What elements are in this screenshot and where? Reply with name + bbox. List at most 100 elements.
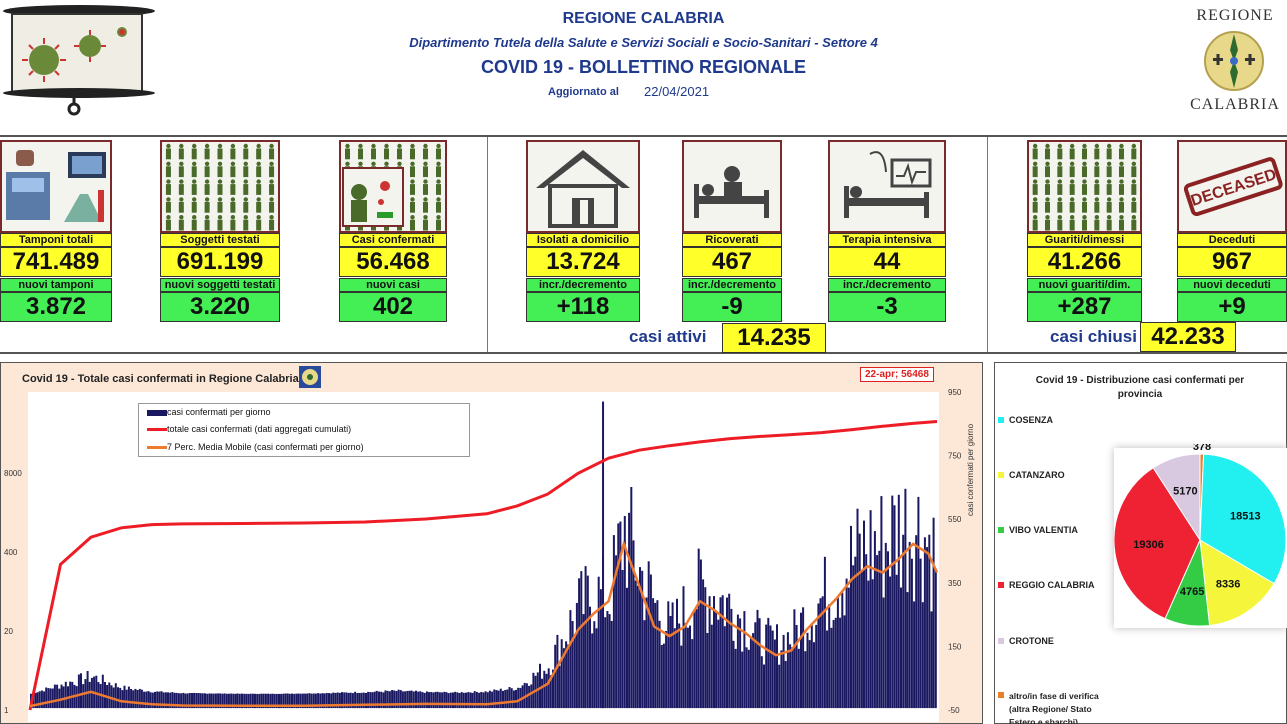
stats-divider-1 <box>487 137 488 352</box>
daily-cases-bar <box>186 693 189 709</box>
daily-cases-bar <box>184 693 187 709</box>
daily-cases-bar <box>732 640 735 709</box>
daily-cases-bar <box>262 693 265 709</box>
daily-cases-bar <box>606 611 609 709</box>
province-legend-label: COSENZA <box>1009 415 1054 425</box>
daily-cases-bar <box>445 692 448 709</box>
legend-swatch-bars <box>147 410 167 416</box>
daily-cases-bar <box>408 690 411 709</box>
daily-cases-bar <box>919 558 922 709</box>
daily-cases-bar <box>121 690 124 709</box>
daily-cases-bar <box>201 693 204 709</box>
daily-cases-bar <box>286 693 289 709</box>
daily-cases-bar <box>227 693 230 709</box>
y-left-tick: 20 <box>4 627 13 636</box>
daily-cases-bar <box>545 673 548 709</box>
daily-cases-bar <box>314 693 317 709</box>
daily-cases-bar <box>60 684 63 709</box>
daily-cases-bar <box>697 548 700 709</box>
daily-cases-bar <box>156 691 159 709</box>
daily-cases-bar <box>410 690 413 709</box>
daily-cases-bar <box>719 597 722 709</box>
daily-cases-bar <box>497 690 500 709</box>
daily-cases-bar <box>232 693 235 709</box>
daily-cases-bar <box>486 692 489 709</box>
daily-cases-bar <box>826 630 829 709</box>
daily-cases-bar <box>288 693 291 709</box>
daily-cases-bar <box>495 690 498 709</box>
daily-cases-bar <box>469 692 472 709</box>
daily-cases-bar <box>421 692 424 709</box>
daily-cases-bar <box>323 693 326 709</box>
pie-slice-label: 18513 <box>1230 510 1261 522</box>
daily-cases-bar <box>45 687 48 709</box>
daily-cases-bar <box>162 692 165 709</box>
daily-cases-bar <box>143 691 146 709</box>
daily-cases-bar <box>125 689 128 709</box>
card-value: 13.724 <box>526 247 640 277</box>
daily-cases-bar <box>204 693 206 709</box>
daily-cases-bar <box>269 693 272 709</box>
daily-cases-bar <box>662 643 665 709</box>
daily-cases-bar <box>521 685 524 709</box>
daily-cases-bar <box>306 693 309 709</box>
card-label: Isolati a domicilio <box>526 233 640 247</box>
daily-cases-bar <box>127 686 130 709</box>
y-right-tick: 750 <box>948 452 962 461</box>
daily-cases-bar <box>817 603 820 709</box>
daily-cases-bar <box>299 693 302 709</box>
daily-cases-bar <box>369 692 372 709</box>
daily-cases-bar <box>293 693 296 709</box>
daily-cases-bar <box>908 541 911 709</box>
daily-cases-bar <box>806 632 809 709</box>
card-sub-value: -3 <box>828 292 946 322</box>
daily-cases-bar <box>680 645 683 709</box>
daily-cases-bar <box>175 692 178 709</box>
daily-cases-bar <box>743 611 746 709</box>
daily-cases-bar <box>256 693 259 709</box>
daily-cases-bar <box>199 693 202 709</box>
daily-cases-bar <box>193 692 196 709</box>
daily-cases-bar <box>371 692 374 709</box>
card-sub-label: nuovi deceduti <box>1177 278 1287 292</box>
daily-cases-bar <box>800 612 802 709</box>
active-cases-label: casi attivi <box>629 327 707 346</box>
daily-cases-bar <box>456 692 459 709</box>
daily-cases-bar <box>597 576 600 709</box>
card-sub-value: 3.220 <box>160 292 280 322</box>
daily-cases-bar <box>623 516 626 709</box>
province-legend-label: CROTONE <box>1009 636 1054 646</box>
daily-cases-bar <box>140 689 143 709</box>
daily-cases-bar <box>467 692 470 709</box>
card-sub-label: incr./decremento <box>828 278 946 292</box>
card-label: Guariti/dimessi <box>1027 233 1142 247</box>
card-sub-value: 3.872 <box>0 292 112 322</box>
daily-cases-bar <box>604 617 607 709</box>
legend-label-cumulative: totale casi confermati (dati aggregati c… <box>167 424 352 434</box>
daily-cases-bar <box>658 620 661 709</box>
province-legend-swatch <box>998 638 1004 644</box>
daily-cases-bar <box>645 597 648 709</box>
daily-cases-bar <box>401 691 404 709</box>
daily-cases-bar <box>454 691 457 709</box>
card-sub-label: incr./decremento <box>526 278 640 292</box>
daily-cases-bar <box>539 663 541 709</box>
daily-cases-bar <box>654 602 657 709</box>
daily-cases-bar <box>565 641 568 709</box>
daily-cases-bar <box>171 692 174 709</box>
daily-cases-bar <box>75 686 78 709</box>
daily-cases-bar <box>791 647 794 709</box>
daily-cases-bar <box>349 692 352 709</box>
daily-cases-bar <box>212 693 215 709</box>
daily-cases-bar <box>610 621 613 709</box>
daily-cases-bar <box>360 692 363 709</box>
daily-cases-bar <box>850 525 852 709</box>
daily-cases-bar <box>280 693 283 709</box>
latest-annotation: 22-apr; 56468 <box>860 367 934 382</box>
daily-cases-bar <box>56 684 59 709</box>
daily-cases-bar <box>930 611 933 709</box>
daily-cases-bar <box>869 510 872 709</box>
province-chart-title: Covid 19 - Distribuzione casi confermati… <box>1035 375 1245 400</box>
card-sub-value: +118 <box>526 292 640 322</box>
